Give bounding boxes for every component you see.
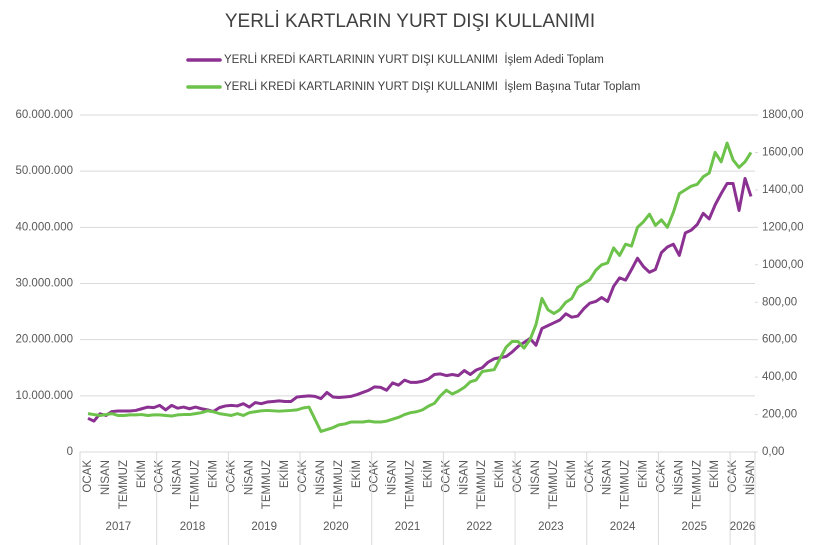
x-tick-label: NİSAN <box>242 460 255 495</box>
x-tick-label: EKİM <box>565 460 578 488</box>
y-tick-label: 10.000.000 <box>15 390 73 402</box>
x-tick-label: TEMMUZ <box>118 460 130 509</box>
x-group-label: 2022 <box>466 521 492 533</box>
x-tick-label: TEMMUZ <box>548 460 560 509</box>
x-tick-label: TEMMUZ <box>261 460 273 509</box>
x-tick-label: OCAK <box>82 460 94 493</box>
legend-label: YERLİ KREDİ KARTLARININ YURT DIŞI KULLAN… <box>224 80 640 93</box>
x-tick-label: NİSAN <box>529 460 542 495</box>
x-tick-label: NİSAN <box>99 460 112 495</box>
y2-tick-label: 600,00 <box>762 334 797 346</box>
x-tick-label: NİSAN <box>744 460 757 495</box>
x-tick-label: EKİM <box>135 460 148 488</box>
x-group-label: 2021 <box>395 521 421 533</box>
series-line <box>87 141 753 433</box>
x-group-label: 2020 <box>323 521 349 533</box>
x-tick-label: NİSAN <box>601 460 614 495</box>
y2-tick-label: 0,00 <box>762 446 784 458</box>
y-tick-label: 60.000.000 <box>15 109 73 121</box>
y2-tick-label: 200,00 <box>762 409 797 421</box>
x-group-label: 2018 <box>180 521 206 533</box>
x-tick-label: EKİM <box>278 460 291 488</box>
x-tick-label: EKİM <box>708 460 721 488</box>
chart-title: YERLİ KARTLARIN YURT DIŞI KULLANIMI <box>225 11 595 32</box>
x-tick-label: EKİM <box>206 460 219 488</box>
x-group-label: 2017 <box>106 521 132 533</box>
y-tick-label: 20.000.000 <box>15 334 73 346</box>
y-tick-label: 40.000.000 <box>15 221 73 233</box>
y-tick-label: 30.000.000 <box>15 278 73 290</box>
x-tick-label: OCAK <box>154 460 166 493</box>
series-line <box>87 176 753 423</box>
y2-tick-label: 1400,00 <box>762 184 804 196</box>
x-tick-label: OCAK <box>727 460 739 493</box>
x-tick-label: TEMMUZ <box>476 460 488 509</box>
x-tick-label: OCAK <box>655 460 667 493</box>
x-tick-label: OCAK <box>225 460 237 493</box>
y2-tick-label: 1800,00 <box>762 109 804 121</box>
x-tick-label: OCAK <box>369 460 381 493</box>
x-group-label: 2025 <box>681 521 707 533</box>
x-group-label: 2023 <box>538 521 564 533</box>
x-tick-label: NİSAN <box>314 460 327 495</box>
x-tick-label: NİSAN <box>457 460 470 495</box>
x-tick-label: OCAK <box>584 460 596 493</box>
x-tick-label: NİSAN <box>672 460 685 495</box>
y2-tick-label: 1600,00 <box>762 146 804 158</box>
x-tick-label: NİSAN <box>386 460 399 495</box>
x-tick-label: OCAK <box>297 460 309 493</box>
x-tick-label: OCAK <box>512 460 524 493</box>
y-tick-label: 50.000.000 <box>15 165 73 177</box>
x-tick-label: TEMMUZ <box>405 460 417 509</box>
y2-tick-label: 1000,00 <box>762 259 804 271</box>
x-tick-label: TEMMUZ <box>620 460 632 509</box>
x-tick-label: TEMMUZ <box>333 460 345 509</box>
x-tick-label: OCAK <box>440 460 452 493</box>
y2-tick-label: 400,00 <box>762 371 797 383</box>
x-tick-label: TEMMUZ <box>190 460 202 509</box>
x-tick-label: EKİM <box>350 460 363 488</box>
y2-tick-label: 800,00 <box>762 296 797 308</box>
y-tick-label: 0 <box>67 446 73 458</box>
x-group-label: 2024 <box>610 521 636 533</box>
x-group-label: 2019 <box>251 521 277 533</box>
y2-tick-label: 1200,00 <box>762 221 804 233</box>
x-tick-label: EKİM <box>637 460 650 488</box>
x-tick-label: TEMMUZ <box>691 460 703 509</box>
x-tick-label: NİSAN <box>171 460 184 495</box>
x-group-label: 2026 <box>730 521 756 533</box>
x-tick-label: EKİM <box>421 460 434 488</box>
x-tick-label: EKİM <box>493 460 506 488</box>
legend-label: YERLİ KREDİ KARTLARININ YURT DIŞI KULLAN… <box>224 53 604 66</box>
